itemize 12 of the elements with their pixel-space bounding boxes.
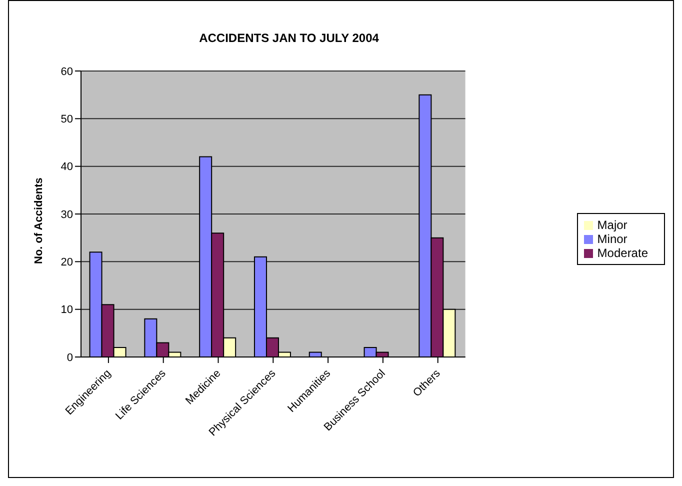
legend-label: Major (597, 218, 628, 232)
legend-label: Moderate (597, 246, 648, 260)
y-tick-label: 30 (60, 208, 73, 221)
y-tick-label: 50 (60, 114, 73, 126)
y-tick-label: 60 (60, 66, 73, 78)
y-axis-title: No. of Accidents (32, 178, 45, 264)
y-tick-label: 20 (60, 256, 73, 269)
chart-title: ACCIDENTS JAN TO JULY 2004 (198, 31, 380, 45)
y-tick-label: 10 (60, 304, 73, 316)
y-tick-label: 0 (66, 352, 73, 364)
legend-label: Minor (597, 232, 628, 246)
y-tick-label: 40 (60, 161, 73, 174)
